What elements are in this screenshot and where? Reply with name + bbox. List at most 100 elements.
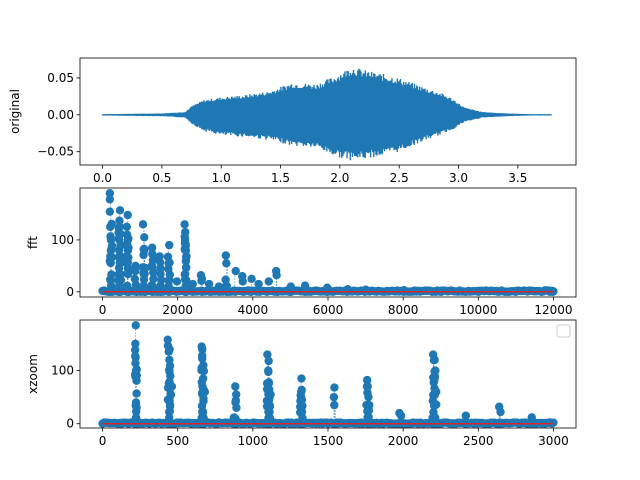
peak-marker: [131, 339, 140, 348]
peak-marker: [116, 275, 126, 285]
peak-marker: [496, 407, 505, 417]
peak-marker: [362, 375, 372, 385]
peak-marker: [222, 281, 232, 291]
peak-marker: [364, 413, 373, 422]
xtick-label: 1500: [313, 434, 344, 448]
original-plot-area: [101, 68, 552, 161]
peak-marker: [430, 355, 439, 365]
peak-marker: [231, 398, 240, 407]
xtick-label: 2.0: [330, 171, 349, 185]
ytick-label: 100: [51, 364, 74, 378]
xtick-label: 0: [99, 303, 107, 317]
peak-marker: [298, 401, 307, 410]
peak-marker: [286, 282, 296, 291]
xtick-label: 3.5: [508, 171, 527, 185]
peak-marker: [107, 253, 117, 262]
xtick-label: 4000: [238, 303, 269, 317]
peak-marker: [200, 387, 210, 397]
peak-marker: [432, 400, 441, 409]
peak-marker: [180, 235, 190, 245]
peak-marker: [122, 230, 132, 239]
peak-marker: [254, 279, 263, 289]
peak-marker: [165, 240, 174, 250]
xtick-label: 2000: [388, 434, 419, 448]
xtick-label: 1.5: [271, 171, 290, 185]
peak-marker: [105, 195, 115, 204]
xtick-label: 8000: [388, 303, 419, 317]
peak-marker: [105, 207, 115, 216]
peak-marker: [329, 392, 339, 402]
xtick-label: 6000: [313, 303, 344, 317]
peak-marker: [222, 259, 231, 268]
peak-marker: [131, 353, 140, 362]
peak-marker: [265, 401, 275, 411]
xtick-label: 10000: [459, 303, 497, 317]
peak-marker: [165, 400, 175, 410]
peak-marker: [167, 382, 177, 391]
peak-marker: [231, 266, 240, 276]
peak-marker: [396, 411, 406, 420]
peak-marker: [297, 395, 307, 404]
peak-marker: [263, 350, 272, 359]
peak-marker: [122, 222, 131, 232]
waveform-trace: [101, 68, 552, 161]
peak-marker: [221, 275, 230, 284]
peak-marker: [198, 351, 207, 360]
peak-marker: [436, 286, 446, 295]
peak-marker: [172, 277, 182, 286]
subplot-xzoom: 0 500 1000 1500 2000 2500 3000 0 100 xzoom: [26, 319, 577, 448]
peak-marker: [197, 274, 207, 284]
peak-marker: [166, 389, 175, 399]
peak-marker: [361, 285, 371, 294]
ytick-label: 0: [66, 285, 74, 299]
original-axes-frame: [79, 57, 577, 166]
peak-marker: [131, 321, 140, 330]
peak-marker: [181, 246, 191, 255]
peak-marker: [297, 407, 307, 416]
peak-marker: [131, 266, 140, 276]
xtick-label: 12000: [534, 303, 572, 317]
xtick-label: 1.0: [212, 171, 231, 185]
fft-ticks: 0 2000 4000 6000 8000 10000 12000 0 100: [51, 233, 572, 317]
xtick-label: 2000: [162, 303, 193, 317]
peak-marker: [431, 366, 440, 375]
peak-marker: [131, 280, 141, 290]
xtick-label: 2500: [463, 434, 494, 448]
peak-marker: [214, 282, 224, 291]
xzoom-ylabel: xzoom: [26, 354, 40, 394]
xzoom-legend-box: [556, 324, 571, 338]
peak-marker: [180, 269, 190, 279]
peak-marker: [155, 252, 164, 261]
peak-marker: [266, 390, 275, 399]
peak-marker: [105, 188, 115, 198]
peak-marker: [163, 252, 173, 261]
ytick-label: −0.05: [37, 145, 74, 159]
peak-marker: [298, 413, 307, 422]
peak-marker: [156, 264, 165, 273]
peak-marker: [199, 394, 208, 403]
marker: [549, 418, 558, 427]
peak-marker: [365, 400, 374, 410]
original-ylabel: original: [8, 89, 22, 134]
subplot-fft: 0 2000 4000 6000 8000 10000 12000 0 100 fft: [26, 187, 577, 317]
peak-marker: [204, 279, 214, 289]
peak-marker: [180, 220, 189, 229]
ytick-label: 100: [51, 233, 74, 247]
subplot-original: 0.0 0.5 1.0 1.5 2.0 2.5 3.0 3.5 −0.05 0.00 0.05 or…: [8, 57, 577, 185]
peak-marker: [512, 286, 521, 295]
peak-marker: [114, 223, 124, 233]
peak-marker: [165, 345, 174, 354]
peak-marker: [123, 268, 132, 278]
xtick-label: 500: [166, 434, 189, 448]
peak-marker: [264, 277, 273, 286]
peak-marker: [147, 261, 157, 271]
peak-marker: [149, 268, 158, 277]
ytick-label: 0: [66, 417, 74, 431]
peak-marker: [231, 390, 241, 399]
peak-marker: [247, 274, 256, 284]
peak-marker: [198, 345, 207, 354]
peak-marker: [188, 279, 197, 289]
peak-marker: [140, 233, 149, 242]
peak-marker: [264, 366, 273, 375]
